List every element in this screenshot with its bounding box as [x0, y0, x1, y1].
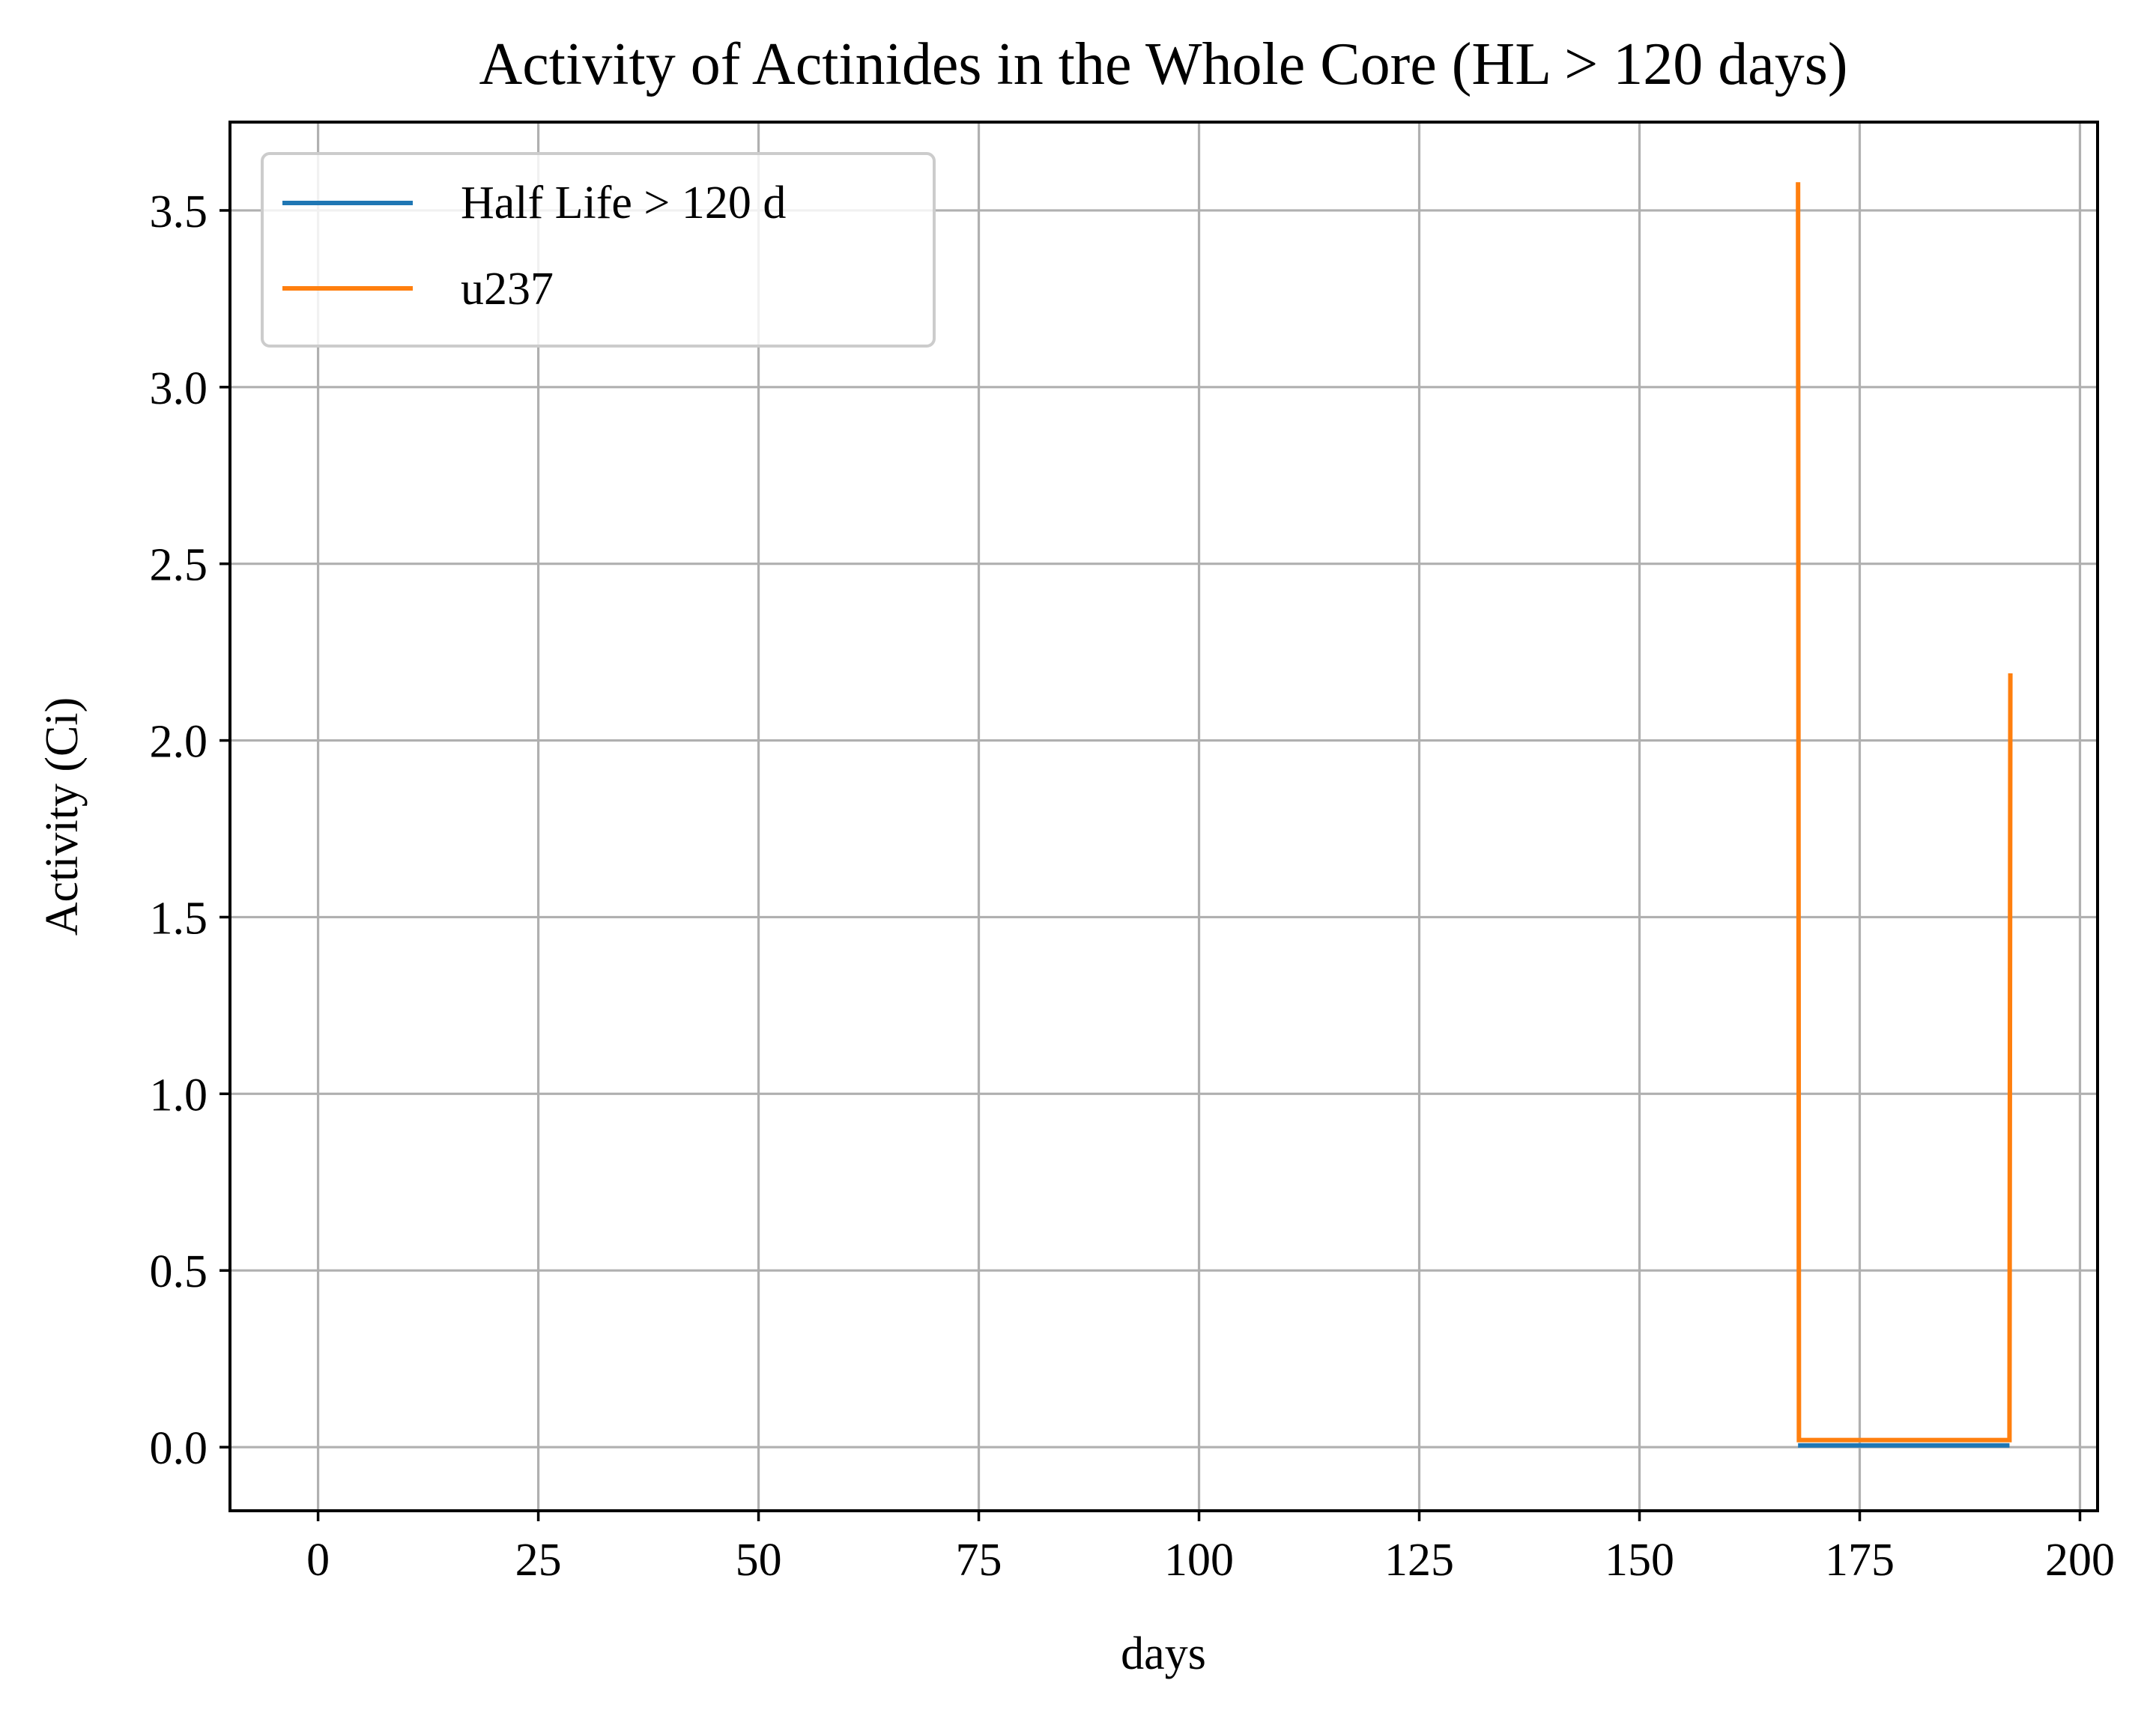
- x-tick-label: 150: [1605, 1535, 1674, 1586]
- x-tick-label: 50: [736, 1535, 782, 1586]
- y-tick-label: 1.0: [150, 1070, 208, 1121]
- y-tick-label: 0.5: [150, 1246, 208, 1297]
- x-tick-label: 200: [2045, 1535, 2115, 1586]
- y-tick-label: 2.5: [150, 540, 208, 591]
- x-tick-label: 0: [306, 1535, 330, 1586]
- plot-frame: [228, 121, 2099, 1512]
- x-tick-label: 100: [1164, 1535, 1234, 1586]
- series-layer: [1796, 182, 2013, 1448]
- legend: Half Life > 120 d u237: [261, 152, 936, 348]
- y-tick-label: 1.5: [150, 893, 208, 944]
- legend-label-half-life: Half Life > 120 d: [461, 178, 786, 228]
- y-axis-label: Activity (Ci): [37, 697, 88, 936]
- x-tick-label: 175: [1825, 1535, 1895, 1586]
- grid-layer: [230, 122, 2098, 1511]
- legend-box: [261, 152, 936, 348]
- y-tick-label: 3.5: [150, 187, 208, 237]
- x-tick-label: 25: [515, 1535, 562, 1586]
- chart-title: Activity of Actinides in the Whole Core …: [479, 31, 1848, 97]
- x-axis-label: days: [1121, 1628, 1206, 1679]
- x-tick-label: 125: [1384, 1535, 1454, 1586]
- series-line-u237: [1796, 182, 2013, 1443]
- tick-layer: 0 25 50 75 100 125 150 175 200 0.0 0.5 1.0 1.5 2.0 2.5…: [150, 187, 2115, 1586]
- x-tick-label: 75: [956, 1535, 1002, 1586]
- legend-label-u237: u237: [461, 264, 554, 315]
- y-tick-label: 2.0: [150, 717, 208, 768]
- y-tick-label: 0.0: [150, 1423, 208, 1474]
- y-tick-label: 3.0: [150, 363, 208, 414]
